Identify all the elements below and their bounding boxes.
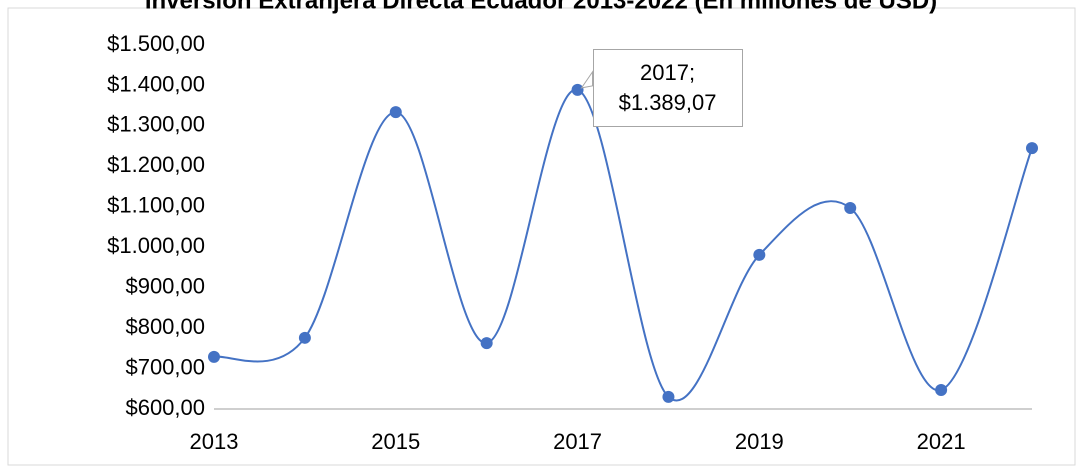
y-tick-label: $800,00 [125, 314, 205, 339]
data-label: 2017; $1.389,07 [592, 48, 743, 127]
y-tick-label: $1.100,00 [107, 193, 205, 218]
marker [389, 106, 402, 119]
y-tick-label: $1.000,00 [107, 233, 205, 258]
marker [662, 390, 675, 403]
marker [208, 350, 220, 363]
marker [1026, 142, 1038, 155]
chart-title: Inversión Extranjera Directa Ecuador 201… [145, 0, 937, 14]
y-tick-label: $1.500,00 [107, 31, 205, 56]
x-tick-label: 2015 [371, 429, 420, 454]
x-tick-label: 2019 [735, 429, 784, 454]
marker [844, 201, 857, 214]
callout-pointer [580, 70, 594, 89]
marker [753, 248, 766, 261]
y-tick-label: $600,00 [125, 395, 205, 420]
y-tick-label: $1.300,00 [107, 112, 205, 137]
y-tick-label: $700,00 [125, 354, 205, 379]
x-tick-label: 2017 [553, 429, 602, 454]
marker [480, 337, 493, 350]
line [213, 88, 1033, 402]
marker [935, 383, 948, 396]
x-tick-label: 2021 [917, 429, 966, 454]
marker [571, 83, 584, 96]
x-tick-label: 2013 [190, 429, 239, 454]
chart-border [7, 7, 1076, 466]
y-tick-label: $1.200,00 [107, 152, 205, 177]
y-tick-label: $1.400,00 [107, 71, 205, 96]
marker [298, 331, 311, 344]
y-tick-label: $900,00 [125, 273, 205, 298]
